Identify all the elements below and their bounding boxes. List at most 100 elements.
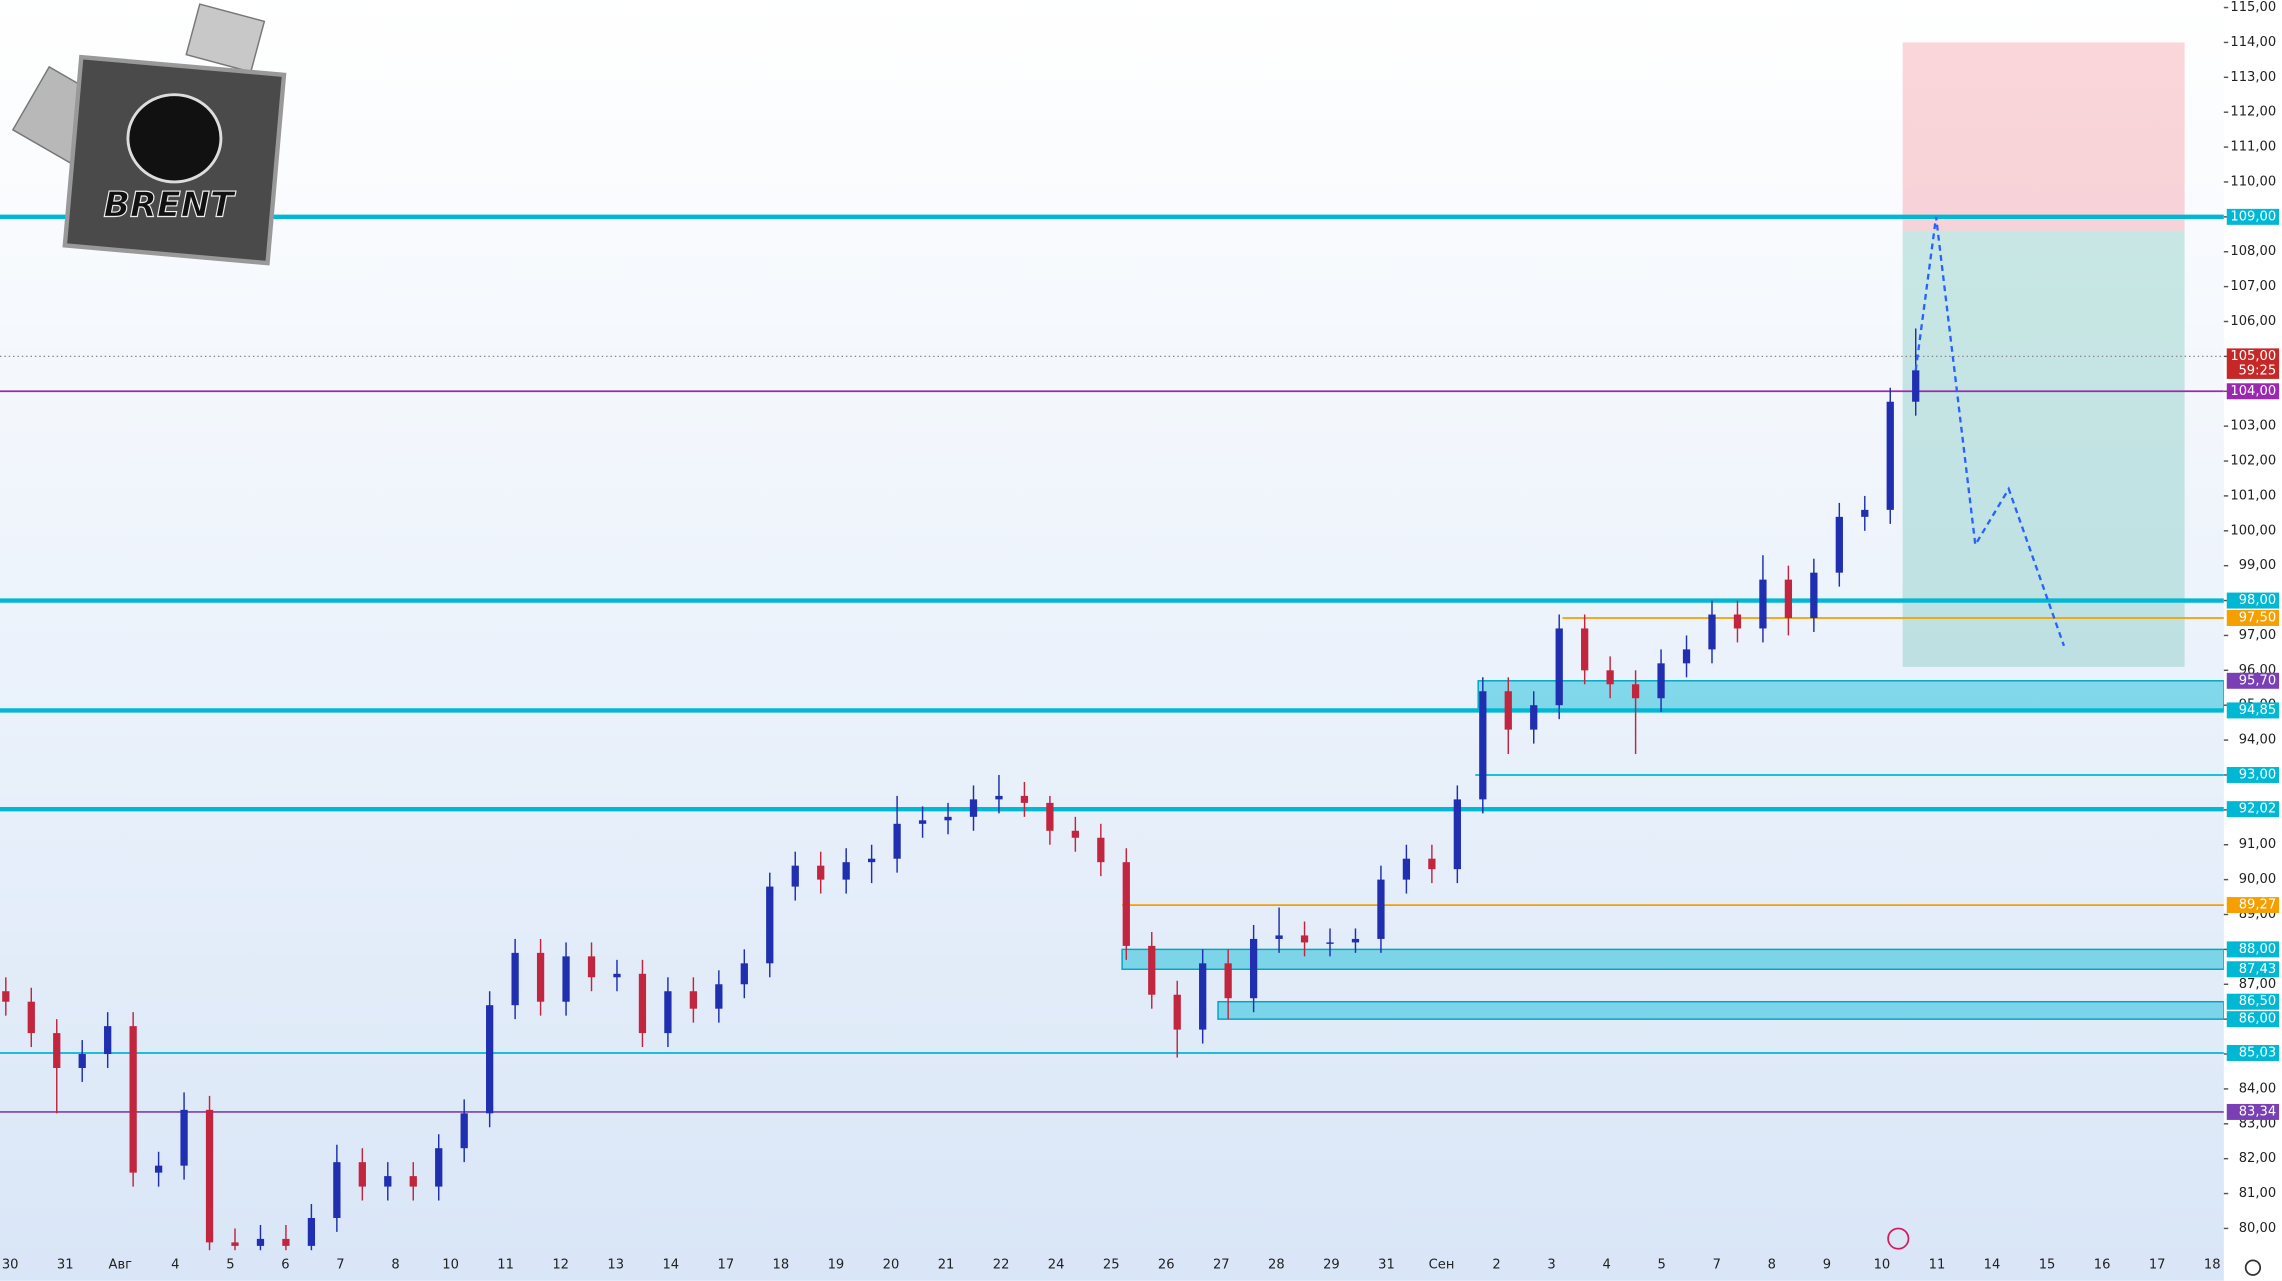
candle-body	[1275, 935, 1283, 939]
settings-icon[interactable]	[2244, 1259, 2262, 1276]
x-tick-label: 7	[1713, 1257, 1721, 1272]
candle-body	[205, 1109, 214, 1243]
x-tick-label: 24	[1048, 1257, 1065, 1272]
candle-body	[1097, 837, 1105, 863]
candle-body	[995, 795, 1003, 800]
candle-body	[1504, 691, 1512, 730]
level-label: 109,00	[2230, 209, 2276, 224]
y-tick-label: 103,00	[2230, 419, 2276, 434]
candle-body	[638, 973, 647, 1034]
candle-body	[384, 1176, 392, 1187]
candle-body	[1530, 705, 1538, 730]
level-label: 94,85	[2239, 703, 2276, 718]
projection-path	[1914, 216, 2066, 647]
x-tick-label: 22	[993, 1257, 1010, 1272]
x-tick-label: 8	[1768, 1257, 1776, 1272]
y-tick-label: 80,00	[2239, 1221, 2276, 1236]
y-tick-label: 106,00	[2230, 314, 2276, 329]
zone-label-bg	[2226, 993, 2280, 1010]
x-tick-label: 28	[1268, 1257, 1285, 1272]
x-tick-label: 21	[938, 1257, 955, 1272]
alert-icon[interactable]	[1887, 1227, 1910, 1250]
candle-body	[53, 1033, 61, 1068]
x-tick-label: 5	[226, 1257, 234, 1272]
logo-text: BRENT	[103, 186, 236, 226]
x-tick-label: 2	[1492, 1257, 1500, 1272]
level-label: 85,03	[2239, 1045, 2276, 1060]
candle-body	[1300, 935, 1309, 943]
candle-body	[944, 816, 952, 821]
candle-body	[282, 1238, 290, 1246]
y-tick-label: 91,00	[2239, 837, 2276, 852]
candle-body	[1682, 649, 1691, 664]
y-tick-label: 102,00	[2230, 454, 2276, 469]
y-tick-label: 97,00	[2239, 628, 2276, 643]
candle-body	[256, 1238, 265, 1246]
candle-body	[842, 862, 850, 880]
candle-body	[715, 984, 723, 1009]
current-price-bg	[2226, 348, 2280, 379]
candle-body	[562, 956, 570, 1002]
candle-body	[689, 991, 698, 1009]
candle-body	[613, 973, 621, 978]
candle-body	[460, 1113, 468, 1149]
candle-body	[1810, 572, 1818, 619]
zone	[1477, 680, 2224, 712]
candle-body	[868, 858, 876, 863]
candle-body	[129, 1026, 137, 1173]
plot	[0, 42, 2224, 1251]
x-tick-label: 14	[1984, 1257, 2001, 1272]
level-label: 98,00	[2239, 593, 2276, 608]
level-label-bg	[2226, 766, 2280, 783]
y-tick-label: 99,00	[2239, 558, 2276, 573]
level-label: 92,02	[2239, 802, 2276, 817]
candle-body	[435, 1148, 443, 1187]
x-tick-label: 10	[1874, 1257, 1891, 1272]
x-tick-label: 10	[442, 1257, 459, 1272]
y-tick-label: 108,00	[2230, 244, 2276, 259]
candle-body	[1835, 516, 1843, 573]
candle-body	[104, 1026, 112, 1055]
level-label-bg	[2226, 208, 2280, 225]
x-tick-label: 9	[1823, 1257, 1831, 1272]
zone-label: 95,70	[2239, 673, 2276, 688]
candle-body	[1224, 963, 1232, 999]
candle-body	[664, 991, 672, 1034]
y-tick-label: 81,00	[2239, 1186, 2276, 1201]
y-tick-label: 87,00	[2239, 977, 2276, 992]
candle-body	[78, 1054, 86, 1068]
x-tick-label: 5	[1658, 1257, 1666, 1272]
y-tick-label: 94,00	[2239, 733, 2276, 748]
y-tick-label: 82,00	[2239, 1151, 2276, 1166]
x-tick-label: 11	[497, 1257, 514, 1272]
x-tick-label: 16	[2094, 1257, 2111, 1272]
x-tick-label: 29	[1323, 1257, 1340, 1272]
x-tick-label: 17	[718, 1257, 735, 1272]
candle-body	[1199, 963, 1207, 1030]
y-tick-label: 83,00	[2239, 1116, 2276, 1131]
x-tick-label: 19	[828, 1257, 845, 1272]
x-tick-label: 4	[1603, 1257, 1611, 1272]
x-tick-label: 13	[607, 1257, 624, 1272]
level-label-bg	[2226, 610, 2280, 626]
candle-body	[1071, 830, 1079, 838]
candle-body	[766, 886, 774, 964]
x-tick-label: 7	[336, 1257, 344, 1272]
candle-body	[1657, 663, 1665, 699]
candle-body	[1326, 942, 1334, 944]
candle-body	[1453, 799, 1461, 870]
x-tick-label: 17	[2149, 1257, 2166, 1272]
x-tick-label: 18	[773, 1257, 790, 1272]
x-tick-label: 3	[1547, 1257, 1555, 1272]
y-tick-label: 107,00	[2230, 279, 2276, 294]
candle-body	[893, 823, 901, 859]
x-tick-label: 30	[2, 1257, 19, 1272]
candle-body	[1020, 795, 1029, 803]
level-label-bg	[2226, 897, 2280, 914]
x-tick-label: 12	[552, 1257, 569, 1272]
level-label-bg	[2226, 592, 2280, 609]
candle-body	[358, 1162, 366, 1187]
level-label: 89,27	[2239, 898, 2276, 913]
y-tick-label: 113,00	[2230, 70, 2276, 85]
